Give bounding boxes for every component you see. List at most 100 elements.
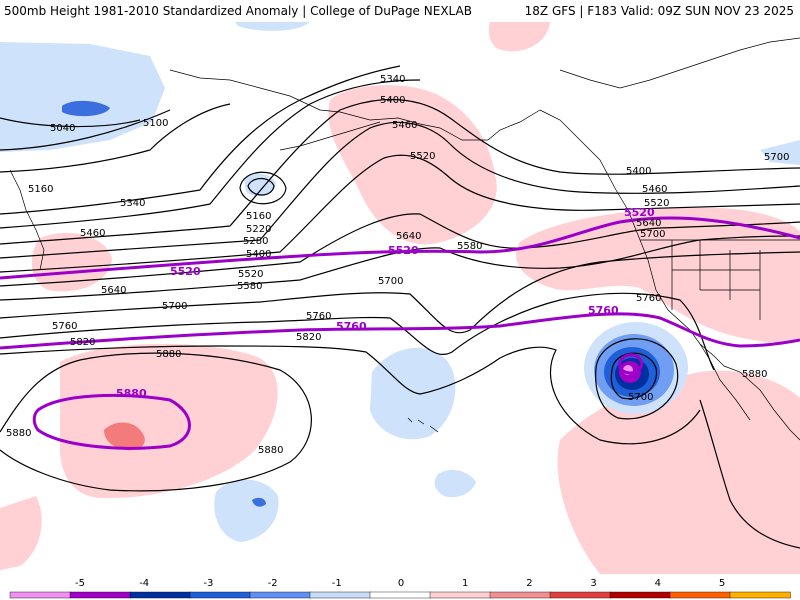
colorbar-tick-label: -2	[268, 578, 278, 589]
colorbar-tick-label: 2	[526, 578, 532, 589]
negative-anomaly-hawaii	[370, 347, 456, 440]
contour-label: 5520	[644, 198, 669, 209]
contour-5580	[0, 213, 800, 287]
contour-label: 5460	[642, 184, 667, 195]
reference-label: 5520	[170, 265, 201, 278]
contour-labels: 5040 5100 5160 5160 5220 5280 5340 5340 …	[6, 74, 789, 456]
contour-5100	[0, 109, 171, 151]
contour-label: 5280	[243, 236, 268, 247]
contour-label: 5700	[378, 276, 403, 287]
contour-label: 5520	[238, 269, 263, 280]
reference-label: 5520	[388, 244, 419, 257]
contour-label: 5400	[380, 95, 405, 106]
colorbar-swatch	[429, 591, 491, 599]
hawaii-islands	[407, 417, 439, 433]
contour-5820	[0, 345, 701, 445]
reference-contour-5760	[0, 312, 800, 350]
negative-anomaly-ne-corner	[760, 140, 800, 165]
contour-label: 5160	[246, 211, 271, 222]
contour-5160-low	[247, 177, 275, 196]
contour-5280	[0, 65, 401, 215]
contour-label: 5460	[80, 228, 105, 239]
model-valid-time: 18Z GFS | F183 Valid: 09Z SUN NOV 23 202…	[524, 4, 794, 18]
contour-5040	[0, 117, 141, 128]
height-contours	[0, 65, 800, 549]
contour-label: 5760	[306, 311, 331, 322]
contour-label: 5340	[120, 198, 145, 209]
state-borders	[640, 239, 800, 320]
contour-label: 5760	[52, 321, 77, 332]
header: 500mb Height 1981-2010 Standardized Anom…	[0, 0, 800, 22]
colorbar-tick-label: -4	[139, 578, 149, 589]
colorbar-swatch	[129, 591, 191, 599]
canada-coast	[559, 37, 800, 89]
reference-label: 5520	[624, 206, 655, 219]
contour-label: 5580	[237, 281, 262, 292]
colorbar-swatches	[9, 591, 791, 599]
bc-coast	[539, 109, 641, 241]
positive-anomaly-top-center	[488, 22, 550, 52]
reference-label: 5760	[588, 304, 619, 317]
contour-label: 5580	[457, 241, 482, 252]
contour-label: 5220	[246, 224, 271, 235]
colorbar-tick-label: -5	[75, 578, 85, 589]
contour-label: 5700	[640, 229, 665, 240]
reference-contour-5520	[0, 216, 800, 280]
contour-label: 5700	[162, 301, 187, 312]
contour-label: 5880	[742, 369, 767, 380]
colorbar-tick-label: 0	[398, 578, 404, 589]
contour-label: 5880	[258, 445, 283, 456]
reference-label: 5760	[336, 320, 367, 333]
negative-anomaly-top	[235, 22, 310, 31]
colorbar-tick-label: -3	[203, 578, 213, 589]
colorbar-swatch	[249, 591, 311, 599]
positive-anomaly-gulf	[328, 85, 497, 245]
colorbar-swatch	[729, 591, 791, 599]
contour-label: 5400	[246, 249, 271, 260]
colorbar-tick-label: 1	[462, 578, 468, 589]
reference-label: 5880	[116, 387, 147, 400]
colorbar-tick-label: -1	[332, 578, 342, 589]
positive-anomaly-sw-corner	[0, 496, 42, 570]
west-coast	[639, 239, 725, 367]
positive-anomaly-west-coast	[516, 207, 800, 343]
contour-label: 5640	[396, 231, 421, 242]
reference-contours	[0, 216, 800, 450]
contour-label: 5640	[636, 218, 661, 229]
alaska-coast	[169, 69, 541, 141]
contour-label: 5400	[626, 166, 651, 177]
colorbar-swatch	[489, 591, 551, 599]
contour-label: 5700	[628, 392, 653, 403]
colorbar-tick-label: 5	[719, 578, 725, 589]
strong-positive-central-pacific	[104, 422, 145, 451]
contour-5640	[0, 235, 800, 301]
positive-anomaly-mexico	[557, 370, 800, 574]
colorbar-ticks: -5 -4 -3 -2 -1 0 1 2 3 4 5	[75, 578, 725, 589]
contour-label: 5460	[392, 120, 417, 131]
contour-5760	[0, 292, 715, 371]
colorbar-swatch	[549, 591, 611, 599]
contour-5700	[0, 251, 800, 334]
height-anomaly-map: 5040 5100 5160 5160 5220 5280 5340 5340 …	[0, 22, 800, 574]
strong-negative-nw	[62, 100, 110, 117]
colorbar-swatch	[669, 591, 731, 599]
contour-5340	[0, 79, 421, 229]
contour-label: 5640	[101, 285, 126, 296]
colorbar-swatch	[9, 591, 71, 599]
contour-label: 5100	[143, 118, 168, 129]
strong-negative-south	[252, 497, 266, 507]
contour-5880-east	[699, 399, 800, 549]
contour-label: 5040	[50, 123, 75, 134]
anomaly-shading	[0, 22, 800, 574]
contour-label: 5340	[380, 74, 405, 85]
reference-labels: 5520 5520 5520 5760 5760 5880	[116, 206, 655, 400]
colorbar-swatch	[69, 591, 131, 599]
baja-coast	[699, 343, 751, 421]
contour-label: 5700	[764, 152, 789, 163]
contour-5220-low	[239, 171, 287, 205]
reference-contour-low	[618, 353, 644, 375]
contour-label: 5760	[636, 293, 661, 304]
map-title: 500mb Height 1981-2010 Standardized Anom…	[4, 4, 472, 18]
contour-5880-west	[0, 352, 312, 492]
